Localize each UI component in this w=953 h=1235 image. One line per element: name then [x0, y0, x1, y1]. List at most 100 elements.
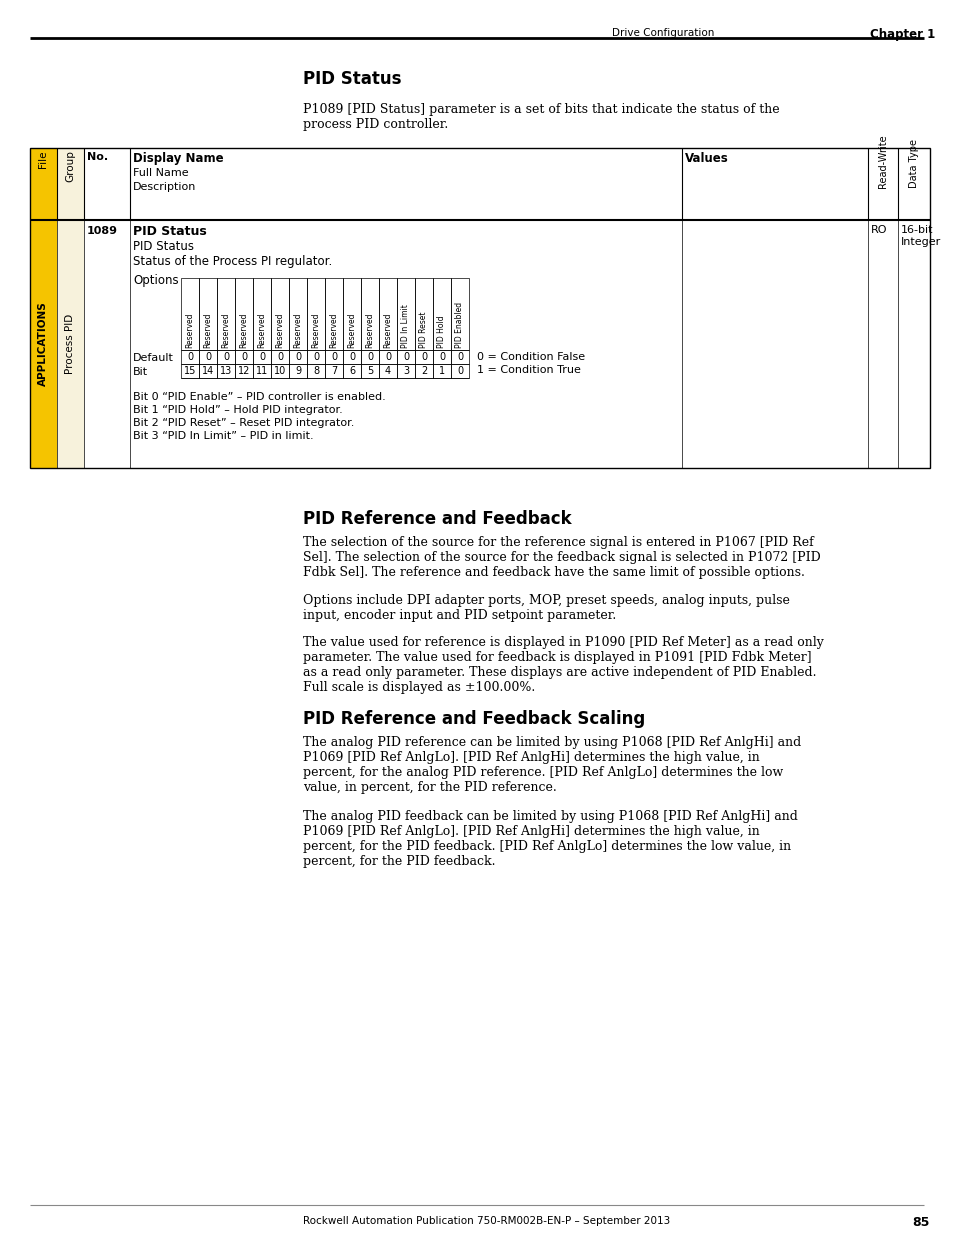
Text: Reserved: Reserved: [312, 312, 320, 348]
Bar: [415, 278, 433, 350]
Bar: [325, 278, 343, 350]
Bar: [234, 278, 253, 350]
Bar: [253, 278, 271, 350]
Bar: [289, 364, 307, 378]
Bar: [57, 148, 84, 468]
Text: Options include DPI adapter ports, MOP, preset speeds, analog inputs, pulse
inpu: Options include DPI adapter ports, MOP, …: [303, 594, 789, 622]
Bar: [325, 364, 343, 378]
Text: Process PID: Process PID: [65, 314, 75, 374]
Text: APPLICATIONS: APPLICATIONS: [38, 301, 48, 387]
Text: PID Reference and Feedback: PID Reference and Feedback: [303, 510, 571, 529]
Text: Default: Default: [132, 353, 173, 363]
Text: 11: 11: [255, 366, 268, 375]
Text: RO: RO: [870, 225, 886, 235]
Text: 3: 3: [402, 366, 409, 375]
Bar: [451, 350, 469, 364]
Text: 9: 9: [294, 366, 301, 375]
Text: Values: Values: [684, 152, 728, 165]
Bar: [307, 350, 325, 364]
Bar: [360, 350, 378, 364]
Bar: [343, 350, 360, 364]
Text: PID Status: PID Status: [132, 225, 207, 238]
Text: 0: 0: [384, 352, 391, 362]
Text: 0: 0: [223, 352, 229, 362]
Bar: [415, 364, 433, 378]
Text: 0: 0: [402, 352, 409, 362]
Bar: [378, 350, 396, 364]
Text: 1089: 1089: [87, 226, 118, 236]
Text: Bit 0 “PID Enable” – PID controller is enabled.: Bit 0 “PID Enable” – PID controller is e…: [132, 391, 385, 403]
Text: 0: 0: [187, 352, 193, 362]
Bar: [199, 278, 216, 350]
Text: Status of the Process PI regulator.: Status of the Process PI regulator.: [132, 254, 332, 268]
Text: 13: 13: [219, 366, 232, 375]
Bar: [415, 350, 433, 364]
Text: 0: 0: [438, 352, 445, 362]
Bar: [271, 364, 289, 378]
Text: Display Name: Display Name: [132, 152, 223, 165]
Text: 85: 85: [911, 1216, 928, 1229]
Bar: [307, 278, 325, 350]
Text: 14: 14: [202, 366, 213, 375]
Bar: [360, 364, 378, 378]
Text: Reserved: Reserved: [203, 312, 213, 348]
Text: The value used for reference is displayed in P1090 [PID Ref Meter] as a read onl: The value used for reference is displaye…: [303, 636, 823, 694]
Text: 7: 7: [331, 366, 336, 375]
Text: 0: 0: [420, 352, 427, 362]
Bar: [343, 364, 360, 378]
Text: PID Reference and Feedback Scaling: PID Reference and Feedback Scaling: [303, 710, 644, 727]
Bar: [271, 278, 289, 350]
Text: The selection of the source for the reference signal is entered in P1067 [PID Re: The selection of the source for the refe…: [303, 536, 820, 579]
Text: 16-bit
Integer: 16-bit Integer: [900, 225, 941, 247]
Text: 0: 0: [349, 352, 355, 362]
Text: 12: 12: [237, 366, 250, 375]
Text: 0: 0: [313, 352, 318, 362]
Text: 0: 0: [241, 352, 247, 362]
Text: PID Reset: PID Reset: [419, 311, 428, 348]
Text: 8: 8: [313, 366, 318, 375]
Bar: [30, 148, 929, 468]
Text: The analog PID feedback can be limited by using P1068 [PID Ref AnlgHi] and
P1069: The analog PID feedback can be limited b…: [303, 810, 797, 868]
Bar: [289, 350, 307, 364]
Text: Bit 2 “PID Reset” – Reset PID integrator.: Bit 2 “PID Reset” – Reset PID integrator…: [132, 417, 354, 429]
Bar: [181, 364, 199, 378]
Text: Reserved: Reserved: [383, 312, 392, 348]
Text: 2: 2: [420, 366, 427, 375]
Text: Reserved: Reserved: [347, 312, 356, 348]
Text: PID Status: PID Status: [132, 240, 193, 253]
Text: PID In Limit: PID In Limit: [401, 304, 410, 348]
Bar: [433, 278, 451, 350]
Text: Reserved: Reserved: [221, 312, 231, 348]
Text: 0: 0: [331, 352, 336, 362]
Bar: [343, 278, 360, 350]
Text: Reserved: Reserved: [275, 312, 284, 348]
Bar: [199, 350, 216, 364]
Text: Bit 3 “PID In Limit” – PID in limit.: Bit 3 “PID In Limit” – PID in limit.: [132, 431, 314, 441]
Bar: [451, 364, 469, 378]
Text: Reserved: Reserved: [257, 312, 266, 348]
Text: 0: 0: [456, 366, 462, 375]
Bar: [30, 148, 57, 468]
Bar: [234, 364, 253, 378]
Text: Full Name: Full Name: [132, 168, 189, 178]
Bar: [433, 350, 451, 364]
Bar: [289, 278, 307, 350]
Bar: [181, 278, 199, 350]
Bar: [378, 364, 396, 378]
Bar: [360, 278, 378, 350]
Text: 1 = Condition True: 1 = Condition True: [476, 366, 580, 375]
Text: Bit 1 “PID Hold” – Hold PID integrator.: Bit 1 “PID Hold” – Hold PID integrator.: [132, 405, 342, 415]
Bar: [451, 278, 469, 350]
Bar: [216, 364, 234, 378]
Text: Bit: Bit: [132, 367, 148, 377]
Text: Description: Description: [132, 182, 196, 191]
Bar: [378, 278, 396, 350]
Text: Drive Configuration: Drive Configuration: [612, 28, 714, 38]
Text: P1089 [PID Status] parameter is a set of bits that indicate the status of the
pr: P1089 [PID Status] parameter is a set of…: [303, 103, 779, 131]
Bar: [181, 350, 199, 364]
Text: 4: 4: [384, 366, 391, 375]
Bar: [253, 350, 271, 364]
Text: 0 = Condition False: 0 = Condition False: [476, 352, 584, 362]
Bar: [396, 350, 415, 364]
Bar: [271, 350, 289, 364]
